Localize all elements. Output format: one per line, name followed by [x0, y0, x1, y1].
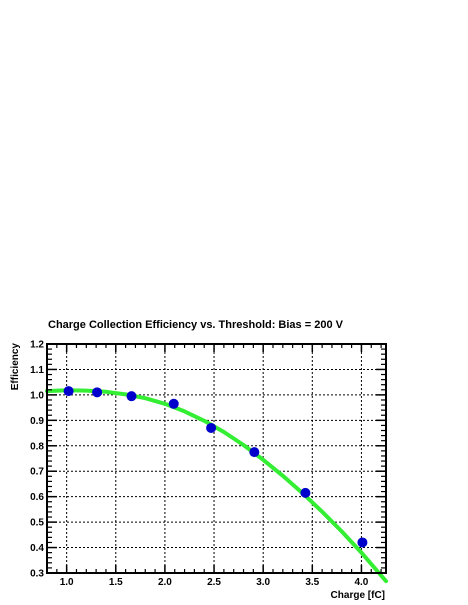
data-point: [249, 447, 260, 458]
data-point: [92, 387, 103, 398]
chart-title: Charge Collection Efficiency vs. Thresho…: [48, 319, 344, 331]
data-point: [168, 398, 179, 409]
y-tick-label: 1.2: [30, 340, 44, 351]
fit-curve-layer: [45, 388, 388, 584]
y-tick-label: 0.4: [30, 543, 44, 554]
x-tick-labels: 1.0 1.5 2.0 2.5 3.0 3.5 4.0: [60, 577, 369, 588]
x-tick-label: 2.0: [158, 577, 172, 588]
data-point: [357, 537, 368, 548]
data-points-layer: [63, 386, 368, 548]
grid-lines: [47, 344, 386, 573]
plot-frame: [46, 343, 387, 574]
y-tick-label: 1.0: [30, 390, 44, 401]
axis-ticks: [46, 343, 386, 574]
x-tick-label: 1.0: [60, 577, 74, 588]
x-tick-label: 1.5: [109, 577, 123, 588]
x-tick-label: 4.0: [354, 577, 368, 588]
data-point: [63, 386, 74, 397]
y-tick-label: 0.5: [30, 518, 44, 529]
x-axis-label: Charge [fC]: [331, 590, 385, 601]
fit-curve: [45, 388, 388, 584]
y-tick-labels: 0.3 0.4 0.5 0.6 0.7 0.8 0.9 1.0 1.1 1.2: [30, 340, 44, 580]
x-tick-label: 2.5: [207, 577, 221, 588]
y-tick-label: 1.1: [30, 365, 44, 376]
x-tick-label: 3.0: [256, 577, 270, 588]
x-tick-label: 3.5: [305, 577, 319, 588]
data-point: [300, 487, 311, 498]
y-tick-label: 0.8: [30, 441, 44, 452]
y-tick-label: 0.6: [30, 492, 44, 503]
y-axis-label: Efficiency: [10, 343, 21, 391]
y-tick-label: 0.7: [30, 467, 44, 478]
data-point: [126, 391, 137, 402]
y-tick-label: 0.3: [30, 569, 44, 580]
data-point: [206, 422, 217, 433]
y-tick-label: 0.9: [30, 416, 44, 427]
